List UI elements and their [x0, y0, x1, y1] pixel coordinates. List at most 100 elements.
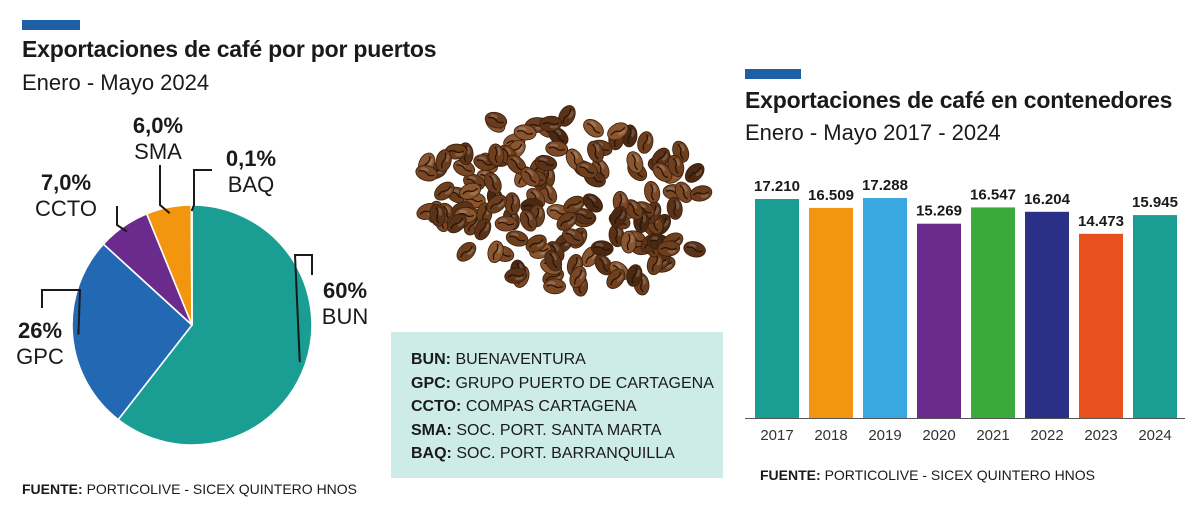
coffee-bean: [626, 264, 643, 287]
coffee-bean: [666, 197, 683, 220]
legend-item-ccto: CCTO: COMPAS CARTAGENA: [411, 398, 637, 415]
coffee-bean: [684, 163, 705, 183]
coffee-bean: [583, 119, 604, 138]
coffee-bean: [689, 185, 713, 202]
coffee-bean: [505, 230, 529, 247]
pie-value-label-baq: 0,1%: [226, 146, 276, 171]
x-tick-label-2024: 2024: [1138, 427, 1171, 444]
pie-slice-gpc: [71, 242, 194, 421]
coffee-bean: [683, 241, 706, 258]
coffee-bean: [486, 194, 507, 214]
coffee-bean: [548, 126, 569, 146]
pie-category-label-sma: SMA: [134, 139, 182, 164]
coffee-bean: [474, 218, 492, 241]
x-tick-label-2023: 2023: [1084, 427, 1117, 444]
pie-leader-baq: [190, 169, 212, 212]
coffee-bean: [558, 105, 576, 127]
coffee-bean: [520, 167, 541, 187]
coffee-bean: [487, 240, 504, 264]
coffee-bean: [667, 154, 685, 178]
coffee-bean: [657, 240, 681, 257]
pie-category-label-gpc: GPC: [16, 344, 64, 369]
coffee-bean: [608, 224, 625, 248]
bar-value-label-2023: 14.473: [1078, 213, 1124, 230]
pie-category-label-ccto: CCTO: [35, 196, 97, 221]
coffee-bean: [652, 162, 673, 182]
coffee-bean: [484, 172, 502, 194]
coffee-bean: [572, 208, 596, 225]
coffee-bean: [575, 161, 598, 179]
coffee-bean: [543, 278, 566, 295]
pie-value-label-gpc: 26%: [18, 318, 62, 343]
coffee-bean: [609, 205, 628, 228]
legend-item-sma: SMA: SOC. PORT. SANTA MARTA: [411, 421, 662, 439]
x-tick-label-2021: 2021: [976, 427, 1009, 444]
bar-2024: [1133, 215, 1177, 418]
bar-value-label-2019: 17.288: [862, 177, 908, 194]
bar-2022: [1025, 211, 1069, 418]
coffee-bean: [637, 131, 654, 154]
left-source-text: PORTICOLIVE - SICEX QUINTERO HNOS: [86, 481, 358, 497]
pie-slice-bun: [117, 204, 313, 446]
right-accent-bar: [745, 69, 801, 79]
coffee-bean: [525, 234, 547, 253]
coffee-bean: [494, 215, 518, 232]
coffee-beans-image: [415, 105, 713, 297]
x-tick-label-2022: 2022: [1030, 427, 1063, 444]
coffee-bean: [594, 254, 613, 276]
pie-chart-title: Exportaciones de café por por puertos: [22, 36, 437, 62]
coffee-bean: [488, 143, 505, 167]
legend-item-baq: BAQ: SOC. PORT. BARRANQUILLA: [411, 445, 675, 462]
port-legend: BUN: BUENAVENTURA GPC: GRUPO PUERTO DE C…: [391, 332, 723, 478]
pie-value-label-ccto: 7,0%: [41, 170, 91, 195]
right-source-label: FUENTE:: [760, 467, 821, 483]
coffee-bean: [544, 250, 563, 272]
bar-value-label-2018: 16.509: [808, 187, 854, 204]
left-accent-bar: [22, 20, 80, 30]
x-tick-label-2018: 2018: [814, 427, 847, 444]
pie-value-label-sma: 6,0%: [133, 113, 183, 138]
coffee-bean: [620, 230, 637, 254]
coffee-bean: [644, 181, 661, 204]
x-tick-label-2019: 2019: [868, 427, 901, 444]
coffee-bean: [434, 181, 455, 201]
pie-category-label-bun: BUN: [322, 304, 368, 329]
coffee-bean: [545, 140, 569, 157]
pie-leader-ccto: [116, 206, 128, 233]
bar-2020: [917, 223, 961, 418]
pie-chart-subtitle: Enero - Mayo 2024: [22, 70, 210, 95]
coffee-bean: [556, 211, 577, 231]
coffee-bean: [606, 268, 626, 289]
legend-item-gpc: GPC: GRUPO PUERTO DE CARTAGENA: [411, 374, 714, 392]
bar-value-label-2017: 17.210: [754, 178, 800, 195]
coffee-bean: [569, 266, 587, 288]
coffee-bean: [513, 124, 537, 141]
coffee-bean: [484, 111, 508, 129]
coffee-bean: [562, 228, 584, 246]
coffee-bean: [456, 241, 477, 262]
coffee-bean: [415, 164, 438, 182]
legend-item-bun: BUN: BUENAVENTURA: [411, 351, 586, 368]
pie-slice-baq: [190, 204, 193, 326]
pie-category-label-baq: BAQ: [228, 172, 274, 197]
coffee-bean: [587, 140, 604, 163]
bar-value-label-2021: 16.547: [970, 186, 1016, 203]
bar-2023: [1079, 233, 1123, 418]
coffee-bean: [429, 204, 446, 227]
coffee-bean: [582, 193, 603, 213]
coffee-bean: [459, 182, 482, 200]
pie-value-label-bun: 60%: [323, 278, 367, 303]
coffee-bean: [646, 252, 664, 276]
pie-leader-bun: [293, 254, 313, 363]
bar-value-label-2020: 15.269: [916, 203, 962, 220]
coffee-bean: [504, 192, 521, 215]
pie-chart: 60%BUN 26%GPC 7,0%CCTO 6,0%SMA 0,1%BAQ: [16, 113, 368, 446]
bar-chart: 17.210 2017 16.509 2018 17.288 2019 15.269 2020…: [745, 177, 1185, 444]
x-tick-label-2017: 2017: [760, 427, 793, 444]
bar-2019: [863, 198, 907, 418]
bar-chart-title: Exportaciones de café en contenedores: [745, 87, 1173, 113]
coffee-bean: [519, 209, 537, 232]
bar-2018: [809, 207, 853, 418]
coffee-bean: [446, 213, 467, 234]
bar-value-label-2022: 16.204: [1024, 191, 1071, 208]
